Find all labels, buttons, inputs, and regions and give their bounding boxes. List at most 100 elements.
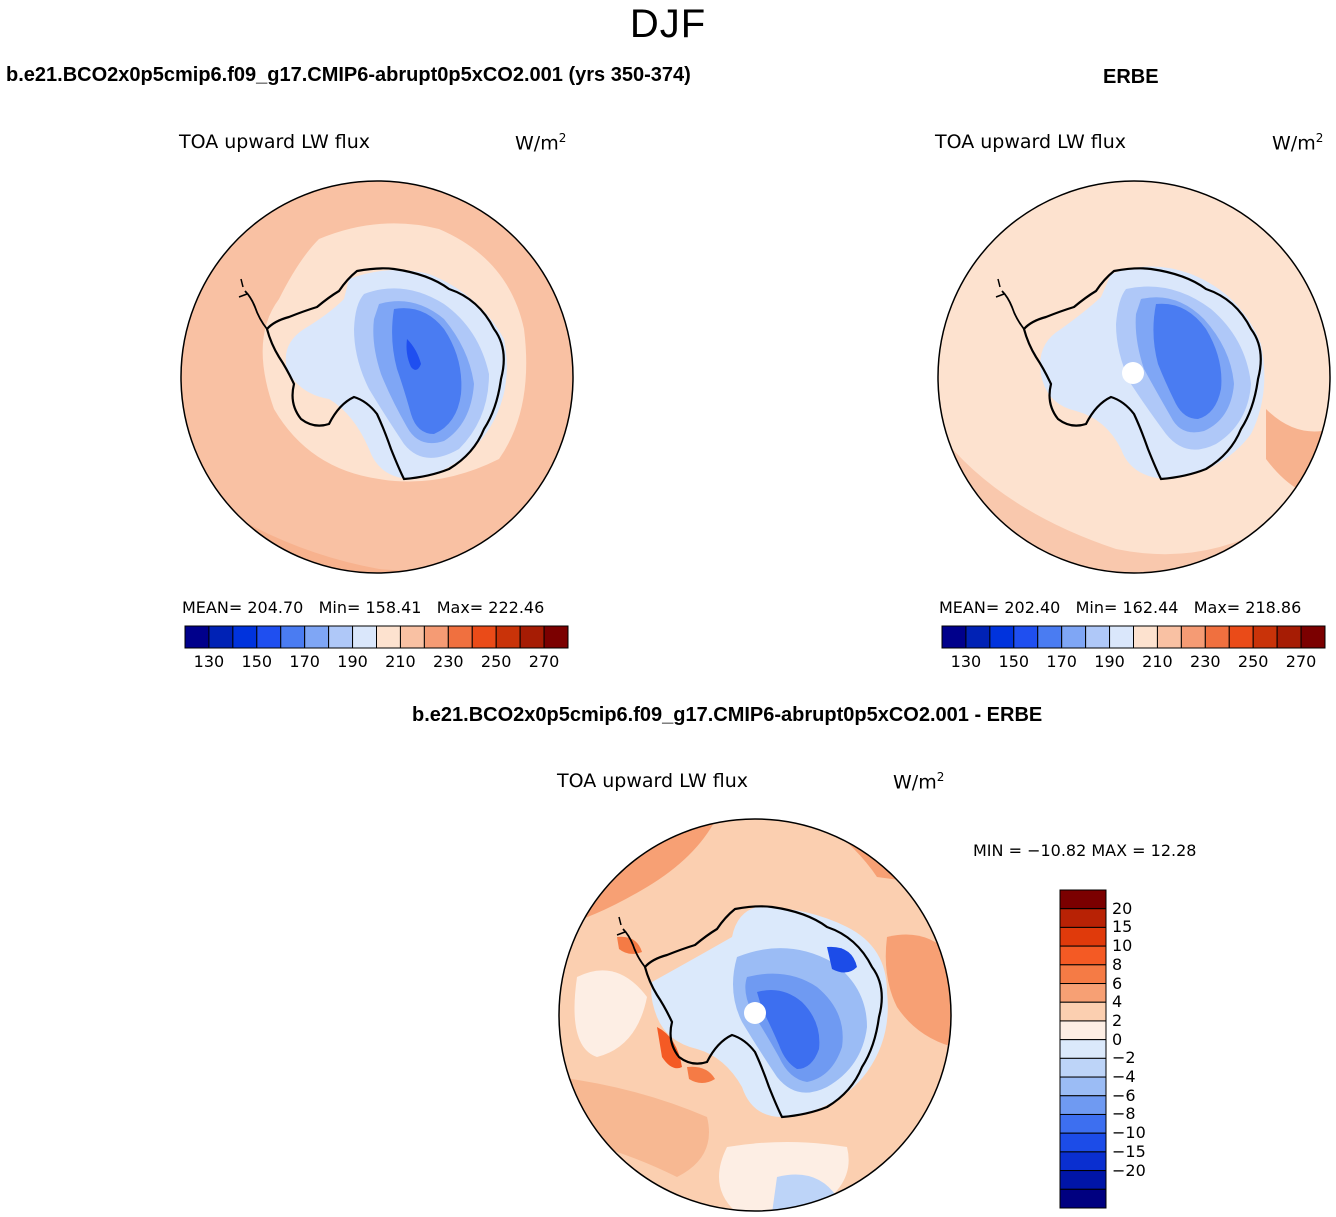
panel2-colorbar <box>941 625 1326 649</box>
panel3-map <box>558 818 952 1212</box>
panel1-colorbar-swatch <box>304 625 330 649</box>
panel3-minmax: MIN = −10.82 MAX = 12.28 <box>973 841 1197 860</box>
panel2-colorbar-ticks: 130 150 170 190 210 230 250 270 <box>942 652 1325 672</box>
panel1-case-title: b.e21.BCO2x0p5cmip6.f09_g17.CMIP6-abrupt… <box>6 64 691 86</box>
panel2-colorbar-swatch <box>1252 625 1278 649</box>
panel3-colorbar-swatch <box>1059 1057 1107 1078</box>
panel1-map <box>180 180 574 574</box>
panel1-colorbar-swatch <box>423 625 449 649</box>
panel3-variable-label: TOA upward LW flux <box>557 770 749 792</box>
panel3-colorbar-tick-label: 8 <box>1112 954 1123 974</box>
panel1-units: W/m2 <box>515 131 567 155</box>
panel1-colorbar-swatch <box>208 625 234 649</box>
panel3-colorbar-swatch <box>1059 1095 1107 1115</box>
panel2-colorbar-tick-label: 230 <box>1190 652 1221 671</box>
panel2-colorbar-swatch <box>1109 625 1134 649</box>
panel1-colorbar-tick-label: 150 <box>241 652 273 671</box>
panel1-colorbar-swatch <box>184 625 210 649</box>
panel3-coastline <box>643 905 883 1119</box>
panel1-colorbar-ticks: 130 150 170 190 210 230 250 270 <box>185 652 568 672</box>
panel1-colorbar-tick-label: 130 <box>193 652 225 671</box>
panel3-colorbar-tick-label: −20 <box>1112 1160 1146 1180</box>
panel2-coastline <box>1022 267 1262 481</box>
panel3-map-border <box>558 818 952 1212</box>
panel3-colorbar-swatch <box>1059 889 1107 910</box>
panel1-map-border <box>180 180 574 574</box>
panel1-colorbar-swatch <box>280 625 306 649</box>
panel3-colorbar-tick-label: 15 <box>1112 917 1133 937</box>
panel2-case-title: ERBE <box>1103 66 1159 88</box>
panel3-colorbar-swatch <box>1059 1188 1107 1209</box>
panel2-colorbar-tick-label: 190 <box>1094 652 1125 671</box>
panel2-colorbar-swatch <box>1037 625 1063 649</box>
panel2-colorbar-swatch <box>1133 625 1158 649</box>
panel1-colorbar-tick-label: 210 <box>385 652 416 671</box>
panel2-colorbar-swatch <box>1228 625 1254 649</box>
panel3-colorbar <box>1059 889 1107 1209</box>
panel1-colorbar-swatch <box>328 625 354 649</box>
panel3-colorbar-tick-label: −4 <box>1112 1067 1136 1087</box>
panel2-colorbar-swatch <box>1204 625 1230 649</box>
panel3-colorbar-tick-label: 0 <box>1112 1029 1123 1049</box>
panel3-colorbar-swatch <box>1059 1132 1107 1153</box>
panel1-colorbar-swatch <box>471 625 497 649</box>
panel1-colorbar-swatch <box>399 625 425 649</box>
panel3-negative-core <box>757 989 820 1069</box>
panel2-colorbar-swatch <box>1013 625 1039 649</box>
panel1-colorbar-swatch <box>519 625 545 649</box>
panel3-colorbar-swatch <box>1059 964 1107 985</box>
panel2-colorbar-tick-label: 130 <box>950 652 982 671</box>
panel3-colorbar-tick-label: 6 <box>1112 973 1123 993</box>
panel1-colorbar-tick-label: 170 <box>289 652 320 671</box>
panel2-plateau-minimum <box>1153 303 1222 419</box>
panel2-colorbar-swatch <box>941 625 967 649</box>
panel3-colorbar-swatch <box>1059 1151 1107 1172</box>
panel2-colorbar-swatch <box>965 625 991 649</box>
panel3-colorbar-tick-label: 20 <box>1112 898 1133 918</box>
panel2-colorbar-swatch <box>1276 625 1302 649</box>
panel1-stats: MEAN= 204.70 Min= 158.41 Max= 222.46 <box>182 598 545 617</box>
panel1-colorbar-swatch <box>256 625 282 649</box>
panel2-map-border <box>937 180 1331 574</box>
panel3-colorbar-swatch <box>1059 1039 1107 1059</box>
panel2-colorbar-swatch <box>1156 625 1182 649</box>
panel2-colorbar-swatch <box>989 625 1015 649</box>
panel3-colorbar-swatch <box>1059 1113 1107 1134</box>
panel3-colorbar-swatch <box>1059 1076 1107 1097</box>
panel2-polar-data-gap <box>1122 362 1144 384</box>
panel3-colorbar-swatch <box>1059 1170 1107 1190</box>
panel2-colorbar-swatch <box>1085 625 1111 649</box>
panel1-colorbar-swatch <box>232 625 258 649</box>
panel2-stats: MEAN= 202.40 Min= 162.44 Max= 218.86 <box>939 598 1302 617</box>
panel3-colorbar-tick-label: 10 <box>1112 936 1133 956</box>
panel1-colorbar-swatch <box>352 625 377 649</box>
panel1-colorbar-tick-label: 190 <box>337 652 368 671</box>
panel2-variable-label: TOA upward LW flux <box>935 131 1127 153</box>
panel2-colorbar-swatch <box>1180 625 1206 649</box>
panel2-units: W/m2 <box>1272 131 1324 155</box>
panel1-colorbar-tick-label: 250 <box>480 652 512 671</box>
panel3-polar-data-gap <box>744 1002 766 1024</box>
panel3-colorbar-tick-label: −8 <box>1112 1104 1136 1124</box>
panel1-colorbar-tick-label: 230 <box>433 652 464 671</box>
panel1-colorbar-swatch <box>447 625 473 649</box>
panel1-colorbar-swatch <box>543 625 569 649</box>
panel2-colorbar-swatch <box>1300 625 1326 649</box>
panel3-units: W/m2 <box>893 770 945 794</box>
panel3-case-title: b.e21.BCO2x0p5cmip6.f09_g17.CMIP6-abrupt… <box>412 704 1043 726</box>
panel2-colorbar-tick-label: 270 <box>1285 652 1317 671</box>
panel3-colorbar-ticks: 20 15 10 8 6 4 2 0 −2 −4 −6 −8 −10 −15 −20 <box>1112 889 1172 1209</box>
panel3-colorbar-tick-label: 4 <box>1112 992 1123 1012</box>
panel3-colorbar-swatch <box>1059 926 1107 947</box>
panel3-colorbar-swatch <box>1059 945 1107 966</box>
panel1-plateau-minimum <box>392 308 462 434</box>
panel1-variable-label: TOA upward LW flux <box>179 131 371 153</box>
panel1-colorbar-swatch <box>376 625 401 649</box>
panel1-colorbar <box>184 625 569 649</box>
panel2-colorbar-tick-label: 250 <box>1237 652 1269 671</box>
panel3-colorbar-swatch <box>1059 1001 1107 1022</box>
panel3-colorbar-tick-label: −15 <box>1112 1141 1146 1161</box>
panel1-colorbar-swatch <box>495 625 521 649</box>
panel3-colorbar-swatch <box>1059 908 1107 928</box>
panel3-colorbar-tick-label: −6 <box>1112 1085 1136 1105</box>
